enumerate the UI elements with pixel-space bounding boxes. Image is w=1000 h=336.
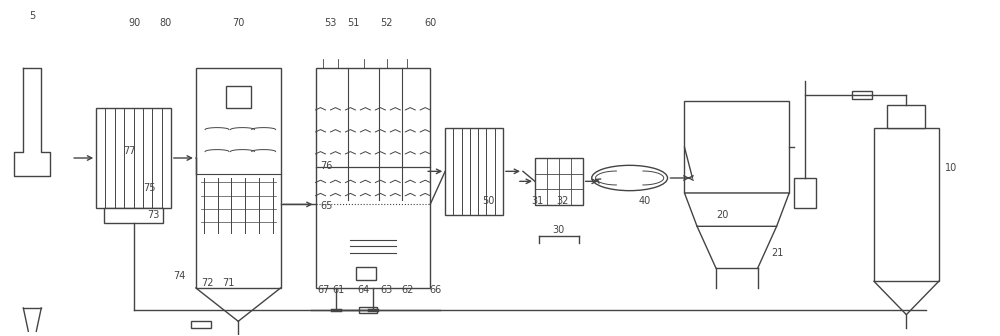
Bar [445,128,503,215]
Bar [96,108,171,208]
Text: 51: 51 [347,18,360,28]
Bar [684,101,789,193]
Text: 40: 40 [638,196,651,206]
Text: 52: 52 [380,18,393,28]
Text: 50: 50 [482,196,494,206]
Text: 73: 73 [147,210,159,220]
Text: 5: 5 [29,11,35,22]
Text: 64: 64 [358,285,370,295]
Text: 32: 32 [557,196,569,206]
Text: 60: 60 [424,18,436,28]
Text: 31: 31 [532,196,544,206]
Text: 67: 67 [317,285,330,295]
Text: 72: 72 [202,278,214,288]
Text: 77: 77 [123,146,135,156]
Text: 80: 80 [160,18,172,28]
Text: 90: 90 [128,18,140,28]
Text: 62: 62 [401,285,413,295]
Bar [359,307,377,313]
Bar [226,86,251,108]
Text: 53: 53 [324,18,337,28]
Text: 71: 71 [223,278,235,288]
Bar [874,128,939,281]
Text: 76: 76 [320,161,333,171]
Text: 30: 30 [553,225,565,235]
Bar [794,178,816,208]
Bar [852,91,872,99]
Text: 66: 66 [430,285,442,295]
Text: 10: 10 [945,163,957,173]
Text: 20: 20 [716,210,729,220]
Bar [316,68,430,288]
Text: 21: 21 [771,248,783,258]
Text: 75: 75 [143,183,155,193]
Text: 65: 65 [320,201,333,211]
Bar [356,267,376,280]
Circle shape [592,165,668,191]
Text: 74: 74 [173,271,185,281]
Bar [191,321,211,328]
Bar [196,68,281,288]
Bar [104,208,163,223]
Text: 61: 61 [332,285,345,295]
Text: 70: 70 [233,18,245,28]
Polygon shape [684,193,789,226]
Bar [887,105,925,128]
Bar [535,158,583,205]
Text: 63: 63 [380,285,393,295]
